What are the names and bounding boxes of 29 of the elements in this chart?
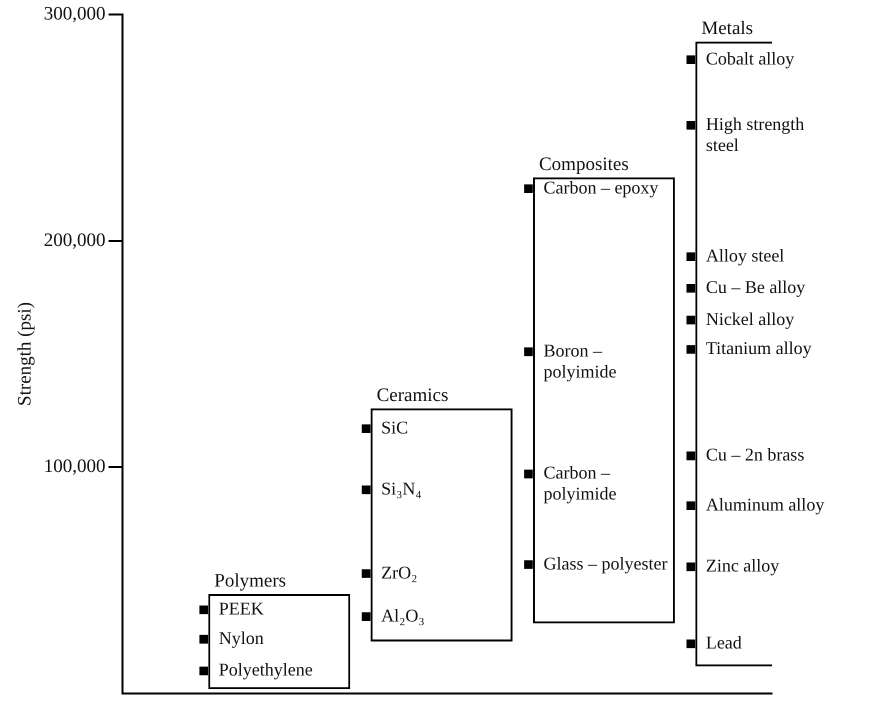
annotation: ZrO₂	[381, 562, 418, 582]
annotation: Alloy steel	[706, 245, 784, 266]
annotation: Boron – polyimide	[543, 340, 616, 382]
annotation: Carbon – epoxy	[543, 177, 658, 198]
annotation: PEEK	[218, 598, 264, 619]
x-tick-label: Polymers	[214, 570, 286, 592]
annotation: SiC	[381, 417, 408, 438]
annotation: Cu – 2n brass	[706, 444, 804, 465]
y-tick-label: 200,000	[44, 230, 106, 251]
annotation: Aluminum alloy	[706, 494, 824, 514]
y-tick-label: 100,000	[44, 456, 106, 478]
annotation: Nickel alloy	[706, 308, 794, 329]
annotation: High strength steel	[706, 114, 804, 156]
annotation: Titanium alloy	[706, 338, 812, 358]
annotation: Cobalt alloy	[706, 48, 794, 68]
annotation: Carbon – polyimide	[543, 462, 616, 504]
annotation: Nylon	[218, 628, 264, 648]
annotation: Si₃N₄	[381, 478, 422, 499]
annotation: Al₂O₃	[381, 605, 425, 626]
annotation: Glass – polyester	[543, 553, 668, 574]
annotation: Lead	[706, 632, 742, 653]
annotation: Cu – Be alloy	[706, 277, 806, 298]
annotation: Zinc alloy	[706, 556, 780, 576]
annotation: Polyethylene	[218, 660, 313, 680]
x-tick-label: Metals	[701, 18, 754, 40]
x-tick-label: Ceramics	[376, 384, 448, 406]
y-axis-title: Strength (psi)	[14, 302, 36, 406]
y-tick-label: 300,000	[44, 3, 106, 24]
x-tick-label: Composites	[538, 154, 629, 175]
